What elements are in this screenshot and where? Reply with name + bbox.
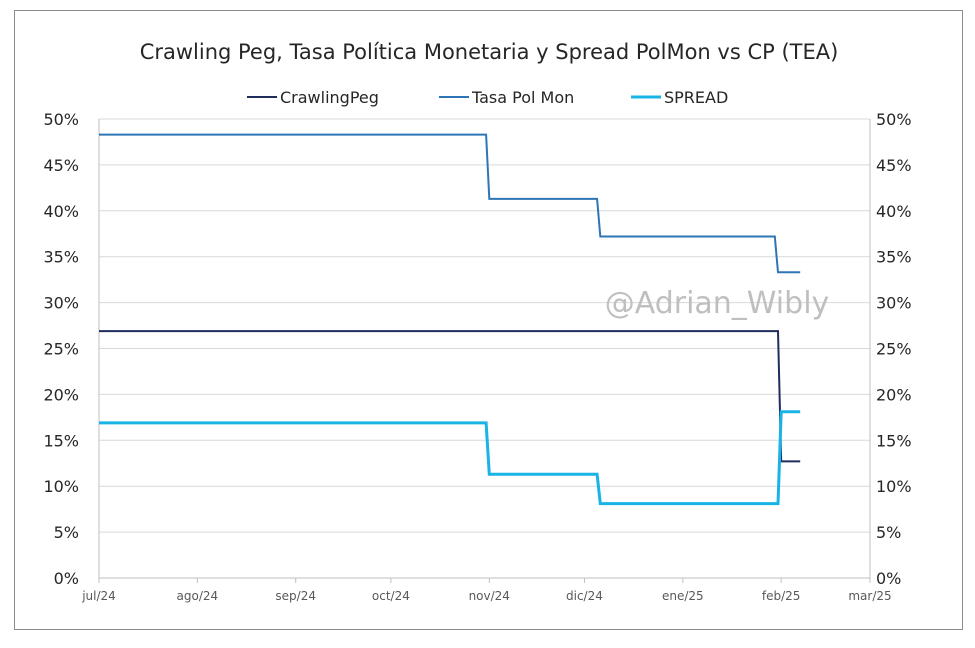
series-lines: [99, 133, 801, 506]
y-tick-label-right: 5%: [876, 523, 901, 542]
x-tick-label: nov/24: [469, 589, 510, 603]
legend-label: Tasa Pol Mon: [471, 88, 574, 107]
legend-label: SPREAD: [664, 88, 728, 107]
y-tick-label-right: 20%: [876, 385, 912, 404]
y-axis-right: 0% 5% 10% 15% 20% 25% 30% 35% 40% 45% 50%: [876, 110, 912, 588]
y-tick-label-left: 10%: [43, 477, 79, 496]
y-tick-label-left: 35%: [43, 248, 79, 267]
y-tick-label-left: 20%: [43, 385, 79, 404]
chart: Crawling Peg, Tasa Política Monetaria y …: [43, 40, 912, 603]
y-axis-left: 0% 5% 10% 15% 20% 25% 30% 35% 40% 45% 50%: [43, 110, 79, 588]
y-tick-label-left: 0%: [54, 569, 79, 588]
series-line-crawlingpeg: [99, 330, 801, 463]
y-tick-label-right: 0%: [876, 569, 901, 588]
x-tick-label: sep/24: [275, 589, 316, 603]
y-tick-label-right: 45%: [876, 156, 912, 175]
series-line-tasa-pol-mon: [99, 133, 801, 274]
x-tick-label: dic/24: [566, 589, 603, 603]
y-tick-label-right: 35%: [876, 248, 912, 267]
series-line-spread: [99, 410, 801, 506]
y-tick-label-left: 50%: [43, 110, 79, 129]
legend: CrawlingPeg Tasa Pol Mon SPREAD: [247, 88, 728, 107]
chart-frame: Crawling Peg, Tasa Política Monetaria y …: [14, 10, 963, 630]
y-tick-label-right: 50%: [876, 110, 912, 129]
y-tick-label-left: 45%: [43, 156, 79, 175]
x-tick-label: oct/24: [372, 589, 410, 603]
y-tick-label-right: 25%: [876, 340, 912, 359]
gridlines: [99, 118, 870, 533]
y-tick-label-left: 40%: [43, 202, 79, 221]
chart-title: Crawling Peg, Tasa Política Monetaria y …: [140, 40, 839, 64]
x-tick-label: mar/25: [848, 589, 891, 603]
legend-label: CrawlingPeg: [280, 88, 379, 107]
x-tick-label: jul/24: [81, 589, 116, 603]
watermark: @Adrian_Wibly: [605, 286, 830, 321]
y-tick-label-right: 10%: [876, 477, 912, 496]
y-tick-label-left: 25%: [43, 340, 79, 359]
x-axis: jul/24 ago/24 sep/24 oct/24 nov/24 dic/24 ene/…: [81, 578, 892, 603]
y-tick-label-right: 15%: [876, 431, 912, 450]
axes: [98, 119, 871, 579]
x-tick-label: ago/24: [177, 589, 219, 603]
y-tick-label-left: 5%: [54, 523, 79, 542]
y-tick-label-right: 40%: [876, 202, 912, 221]
x-tick-label: ene/25: [662, 589, 704, 603]
x-tick-label: feb/25: [762, 589, 801, 603]
y-tick-label-left: 15%: [43, 431, 79, 450]
y-tick-label-left: 30%: [43, 294, 79, 313]
y-tick-label-right: 30%: [876, 294, 912, 313]
